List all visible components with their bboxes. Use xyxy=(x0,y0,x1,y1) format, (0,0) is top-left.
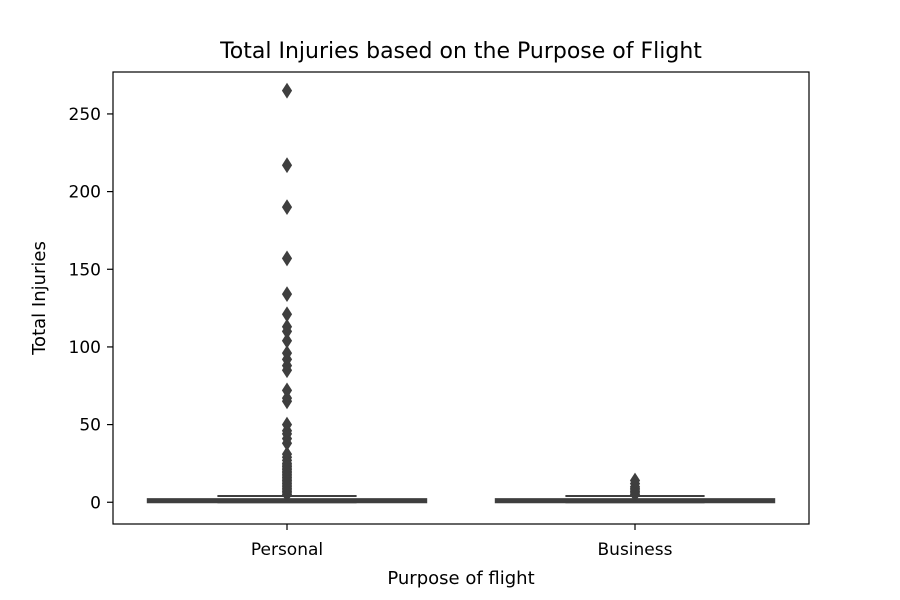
plot-frame xyxy=(112,71,810,525)
outlier-point xyxy=(281,416,293,433)
x-axis-label: Purpose of flight xyxy=(387,568,534,589)
outlier-point xyxy=(281,157,293,174)
outlier-point xyxy=(281,286,293,303)
outlier-point xyxy=(629,472,641,489)
outlier-point xyxy=(281,306,293,323)
outlier-point xyxy=(281,250,293,267)
outlier-point xyxy=(281,318,293,335)
x-tick-label: Personal xyxy=(251,540,323,560)
y-tick-label: 200 xyxy=(69,183,101,203)
x-tick-label: Business xyxy=(598,540,673,560)
y-axis: 0 50 100 150 200 250 xyxy=(69,105,113,513)
chart-title: Total Injuries based on the Purpose of F… xyxy=(219,39,702,64)
y-axis-label: Total Injuries xyxy=(29,241,50,356)
outlier-point xyxy=(281,446,293,463)
x-axis: Personal Business xyxy=(251,524,673,560)
y-tick-label: 150 xyxy=(69,260,101,280)
outlier-point xyxy=(281,382,293,399)
outlier-point xyxy=(281,82,293,99)
box-group-business xyxy=(494,472,776,504)
y-tick-label: 0 xyxy=(90,493,101,513)
outlier-point xyxy=(281,199,293,216)
box-group-personal xyxy=(146,82,428,504)
plot-area xyxy=(146,82,776,504)
y-tick-label: 250 xyxy=(69,105,101,125)
y-tick-label: 50 xyxy=(79,416,101,436)
outlier-point xyxy=(281,345,293,362)
y-tick-label: 100 xyxy=(69,338,101,358)
outlier-point xyxy=(281,332,293,349)
